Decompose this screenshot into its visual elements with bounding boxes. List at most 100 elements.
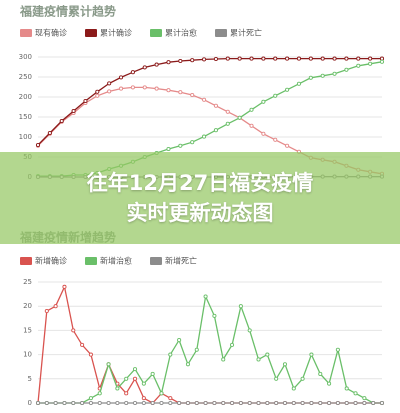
- y-tick-label: 250: [19, 73, 32, 81]
- data-point: [230, 342, 235, 347]
- data-point: [261, 99, 266, 104]
- data-point: [285, 56, 290, 61]
- data-point: [154, 86, 159, 91]
- y-tick-label: 150: [19, 113, 32, 121]
- data-point: [356, 63, 361, 68]
- data-point: [159, 391, 164, 396]
- data-point: [53, 400, 58, 406]
- data-point: [371, 400, 376, 406]
- data-point: [115, 400, 120, 406]
- data-point: [318, 371, 323, 377]
- data-point: [335, 400, 340, 406]
- data-point: [178, 90, 183, 95]
- y-tick-label: 200: [19, 93, 32, 101]
- data-point: [274, 400, 279, 406]
- legend-label: 新增治愈: [100, 256, 132, 266]
- data-point: [177, 338, 182, 343]
- banner-line: 往年12月27日福安疫情: [86, 171, 314, 195]
- data-point: [190, 92, 195, 98]
- data-point: [291, 386, 296, 391]
- data-point: [344, 386, 349, 391]
- data-point: [308, 56, 313, 61]
- data-point: [309, 400, 314, 406]
- data-point: [320, 56, 325, 61]
- data-point: [265, 352, 270, 357]
- data-point: [53, 304, 58, 309]
- data-point: [95, 93, 100, 98]
- y-tick-label: 5: [28, 375, 32, 383]
- legend-swatch: [150, 29, 162, 37]
- data-point: [95, 89, 100, 94]
- data-point: [35, 400, 41, 406]
- legend-label: 新增确诊: [35, 256, 67, 266]
- data-point: [62, 400, 67, 406]
- data-point: [379, 400, 385, 406]
- data-point: [332, 71, 337, 76]
- y-tick-label: 300: [19, 53, 32, 61]
- legend-label: 新增死亡: [165, 256, 197, 266]
- data-point: [308, 75, 313, 80]
- data-point: [203, 400, 208, 406]
- data-point: [132, 400, 138, 406]
- data-point: [132, 376, 138, 381]
- data-point: [213, 103, 218, 108]
- data-point: [142, 85, 147, 90]
- data-point: [282, 362, 288, 367]
- data-point: [249, 56, 254, 61]
- data-point: [237, 56, 242, 61]
- data-point: [168, 400, 173, 406]
- data-point: [238, 400, 243, 406]
- data-point: [44, 308, 49, 314]
- data-point: [249, 107, 254, 112]
- series-line: [37, 284, 382, 404]
- data-point: [335, 347, 340, 352]
- data-point: [213, 128, 218, 133]
- data-point: [106, 400, 111, 406]
- data-point: [327, 381, 332, 386]
- data-point: [237, 115, 242, 120]
- data-point: [107, 89, 112, 94]
- data-point: [83, 98, 88, 104]
- data-point: [327, 400, 332, 406]
- data-point: [318, 400, 323, 406]
- data-point: [285, 87, 290, 92]
- data-point: [309, 352, 314, 357]
- data-point: [166, 60, 171, 65]
- data-point: [88, 400, 93, 406]
- data-point: [238, 304, 243, 309]
- y-tick-label: 25: [23, 278, 32, 286]
- data-point: [150, 371, 155, 377]
- data-point: [194, 347, 199, 352]
- data-point: [178, 143, 183, 148]
- data-point: [124, 400, 129, 406]
- data-point: [221, 357, 226, 362]
- data-point: [166, 146, 171, 152]
- data-point: [212, 400, 217, 406]
- legend-label: 累计治愈: [165, 28, 197, 38]
- legend-swatch: [85, 257, 97, 265]
- data-point: [130, 85, 135, 90]
- data-point: [300, 376, 305, 381]
- data-point: [130, 70, 135, 75]
- data-point: [166, 88, 171, 93]
- data-point: [249, 123, 254, 128]
- legend-swatch: [20, 29, 32, 37]
- legend-label: 累计死亡: [230, 28, 262, 38]
- data-point: [141, 381, 146, 386]
- data-point: [353, 400, 358, 406]
- data-point: [247, 400, 252, 406]
- data-point: [71, 400, 76, 406]
- data-point: [230, 400, 235, 406]
- data-point: [213, 56, 218, 62]
- data-point: [97, 400, 102, 406]
- data-point: [185, 362, 190, 367]
- series-line: [37, 57, 382, 146]
- data-point: [273, 56, 278, 61]
- legend-swatch: [85, 29, 97, 37]
- data-point: [71, 108, 76, 114]
- data-point: [379, 56, 385, 61]
- data-point: [247, 328, 252, 333]
- data-point: [273, 93, 278, 98]
- data-point: [88, 352, 93, 357]
- data-point: [265, 400, 270, 406]
